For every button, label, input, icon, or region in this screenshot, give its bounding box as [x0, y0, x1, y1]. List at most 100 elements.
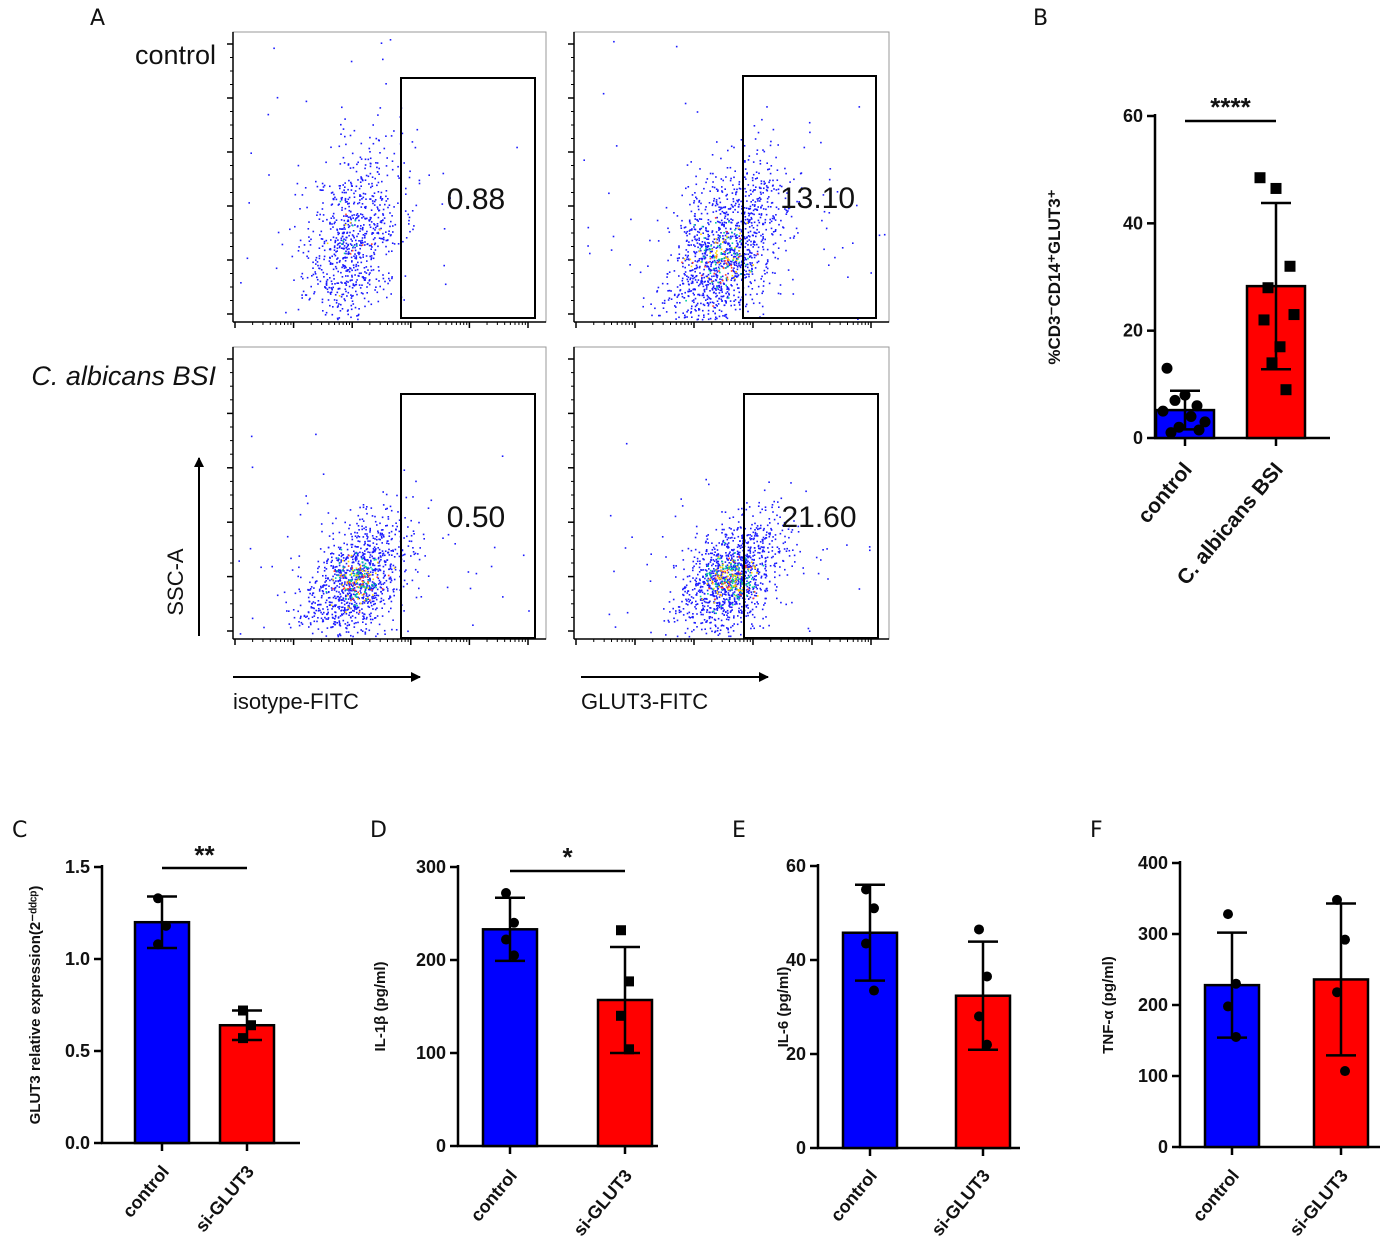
flow-event-dot [682, 614, 685, 616]
flow-event-dot [366, 574, 369, 577]
flow-event-dot [339, 597, 341, 599]
flow-event-dot [394, 566, 397, 569]
flow-event-dot [803, 146, 806, 149]
flow-event-dot [373, 243, 376, 246]
flow-event-dot [750, 216, 753, 219]
flow-event-dot [696, 197, 698, 200]
flow-event-dot [744, 195, 747, 197]
flow-event-dot [346, 248, 349, 251]
flow-event-dot [703, 600, 706, 603]
flow-event-dot [313, 611, 315, 614]
flow-event-dot [371, 233, 373, 235]
flow-event-dot [356, 582, 359, 585]
flow-event-dot [727, 555, 730, 557]
flow-dense-dot [721, 258, 724, 260]
flow-event-dot [736, 237, 739, 239]
flow-event-dot [374, 520, 377, 523]
flow-event-dot [741, 564, 744, 566]
flow-event-dot [744, 228, 747, 230]
flow-event-dot [823, 210, 826, 213]
flow-event-dot [767, 551, 770, 553]
flow-event-dot [374, 567, 377, 570]
flow-event-dot [329, 277, 331, 279]
flow-event-dot [339, 579, 341, 581]
flow-event-dot [411, 141, 414, 143]
flow-event-dot [339, 634, 342, 637]
flow-event-dot [686, 627, 689, 630]
flow-event-dot [351, 295, 353, 298]
flow-event-dot [740, 633, 742, 636]
flow-event-dot [748, 248, 750, 251]
flow-dense-dot [718, 574, 721, 577]
flow-event-dot [686, 592, 689, 594]
flow-event-dot [346, 201, 348, 203]
flow-event-dot [351, 274, 353, 277]
flow-event-dot [320, 238, 323, 240]
flow-event-dot [342, 248, 345, 250]
flow-event-dot [413, 225, 415, 227]
flow-event-dot [368, 585, 370, 587]
flow-event-dot [681, 293, 683, 295]
flow-event-dot [373, 214, 376, 216]
flow-event-dot [369, 571, 372, 573]
flow-event-dot [718, 260, 721, 262]
flow-event-dot [735, 193, 737, 196]
flow-event-dot [320, 586, 322, 589]
flow-event-dot [737, 243, 739, 246]
flow-event-dot [740, 595, 742, 597]
flow-event-dot [352, 166, 355, 169]
flow-event-dot [330, 587, 333, 589]
flow-event-dot [720, 556, 723, 558]
flow-event-dot [322, 473, 325, 475]
flow-event-dot [699, 168, 701, 170]
flow-event-dot [502, 596, 504, 598]
flow-event-dot [373, 192, 376, 194]
flow-event-dot [365, 623, 367, 625]
flow-event-dot [710, 587, 713, 590]
flow-event-dot [762, 546, 764, 549]
flow-event-dot [336, 299, 338, 302]
flow-event-dot [752, 538, 755, 541]
flow-event-dot [779, 516, 781, 518]
flow-event-dot [673, 617, 675, 620]
flow-event-dot [759, 541, 762, 543]
flow-event-dot [688, 241, 690, 243]
flow-event-dot [757, 219, 760, 222]
flow-dense-dot [367, 582, 369, 585]
flow-event-dot [883, 233, 886, 236]
flow-dense-dot [715, 252, 717, 254]
flow-event-dot [392, 549, 394, 552]
flow-event-dot [700, 622, 702, 625]
flow-event-dot [373, 569, 376, 571]
flow-event-dot [353, 266, 355, 269]
flow-event-dot [371, 535, 374, 537]
flow-event-dot [649, 239, 651, 242]
flow-event-dot [358, 575, 360, 578]
flow-event-dot [777, 192, 780, 195]
flow-event-dot [758, 527, 761, 530]
flow-event-dot [706, 254, 708, 257]
flow-event-dot [714, 288, 717, 290]
flow-event-dot [700, 282, 702, 284]
flow-event-dot [382, 219, 384, 222]
flow-event-dot [802, 572, 805, 575]
flow-event-dot [763, 180, 765, 183]
flow-event-dot [376, 568, 378, 571]
flow-event-dot [354, 556, 357, 559]
flow-event-dot [724, 242, 727, 244]
flow-event-dot [762, 242, 765, 244]
flow-event-dot [354, 601, 356, 603]
flow-event-dot [751, 256, 753, 259]
flow-dense-dot [736, 589, 738, 591]
flow-event-dot [361, 630, 364, 632]
flow-event-dot [347, 216, 350, 219]
flow-dense-dot [354, 219, 357, 222]
flow-event-dot [347, 243, 349, 246]
flow-event-dot [372, 238, 375, 241]
flow-event-dot [772, 128, 775, 131]
flow-dense-dot [363, 575, 366, 578]
flow-event-dot [299, 208, 301, 210]
flow-event-dot [735, 224, 737, 227]
flow-event-dot [793, 178, 795, 181]
flow-event-dot [691, 228, 693, 230]
